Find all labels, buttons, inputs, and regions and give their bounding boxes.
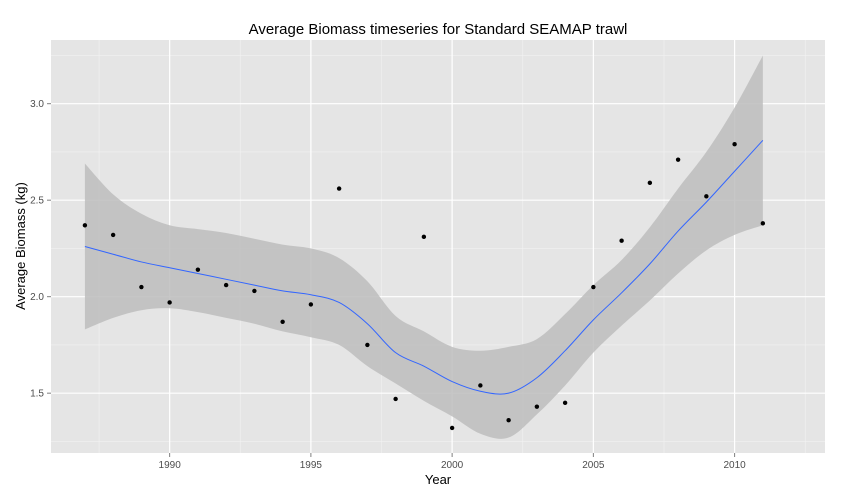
y-tick-label-3: 3.0 xyxy=(30,99,44,110)
data-point-2011 xyxy=(760,221,766,226)
data-point-2010 xyxy=(732,142,737,147)
data-point-1992 xyxy=(223,282,229,288)
data-point-2008 xyxy=(675,157,681,162)
data-point-2004 xyxy=(562,400,568,406)
y-tick-label-1: 2.0 xyxy=(30,292,44,303)
data-point-2003 xyxy=(534,404,540,409)
data-points xyxy=(82,142,766,431)
x-tick-label-0: 1990 xyxy=(159,460,182,471)
data-point-1989 xyxy=(139,284,144,290)
smooth-line xyxy=(84,140,764,395)
data-point-2006 xyxy=(619,238,624,243)
data-point-1994 xyxy=(280,319,285,324)
data-point-1988 xyxy=(110,232,116,238)
data-point-1993 xyxy=(252,288,257,294)
x-tick-label-3: 2005 xyxy=(582,460,605,471)
x-axis-title: Year xyxy=(425,472,452,487)
data-point-2000 xyxy=(449,425,455,431)
data-point-1990 xyxy=(167,300,172,305)
x-tick-label-1: 1995 xyxy=(300,460,323,471)
x-tick-label-4: 2010 xyxy=(723,460,746,471)
data-point-1997 xyxy=(365,342,370,348)
data-point-1987 xyxy=(82,223,88,228)
chart-title: Average Biomass timeseries for Standard … xyxy=(249,21,628,38)
data-point-1999 xyxy=(421,234,427,240)
data-point-1998 xyxy=(393,396,398,402)
data-point-2007 xyxy=(647,180,653,186)
confidence-band xyxy=(84,55,763,439)
data-point-2001 xyxy=(478,383,483,388)
y-axis-ticks: 1.5 2.0 2.5 3.0 xyxy=(30,99,51,400)
data-point-1996 xyxy=(336,186,342,191)
data-point-2005 xyxy=(591,284,596,290)
data-point-1995 xyxy=(308,302,314,307)
y-tick-label-2: 2.5 xyxy=(30,196,44,207)
y-tick-label-0: 1.5 xyxy=(30,389,44,400)
y-axis-title: Average Biomass (kg) xyxy=(13,182,28,310)
data-point-2002 xyxy=(506,417,511,423)
data-point-1991 xyxy=(195,267,201,272)
data-point-2009 xyxy=(704,194,709,199)
x-tick-label-2: 2000 xyxy=(441,460,464,471)
x-axis-ticks: 1990 1995 2000 2005 2010 xyxy=(159,453,746,471)
